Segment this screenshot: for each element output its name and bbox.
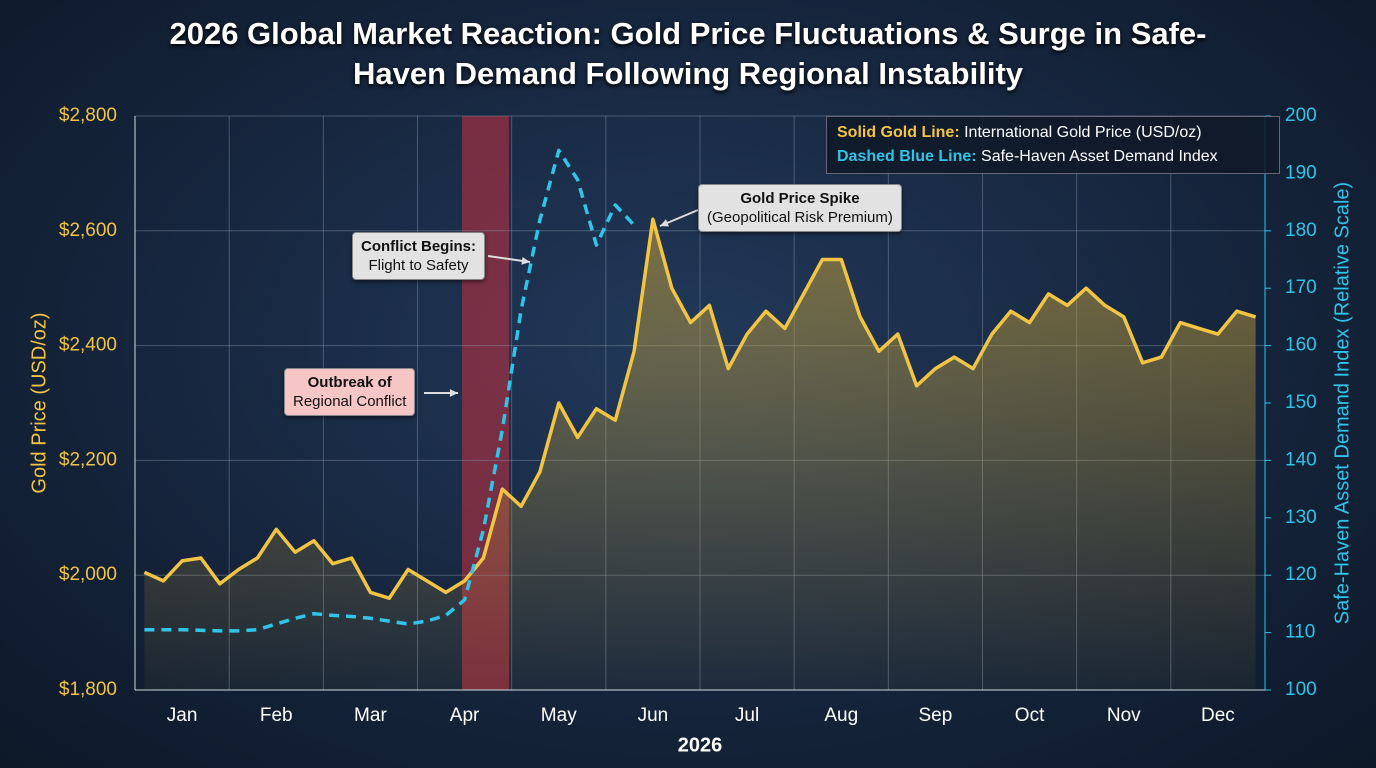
legend-entry: Dashed Blue Line: Safe-Haven Asset Deman…: [837, 145, 1269, 169]
x-tick-label: Jun: [638, 705, 669, 726]
y-tick-label: $2,800: [59, 105, 117, 126]
annotation-arrowhead: [449, 389, 458, 397]
annotation-line: Regional Conflict: [293, 393, 407, 410]
y2-tick-label: 130: [1285, 507, 1317, 528]
y2-tick-label: 200: [1285, 105, 1317, 126]
annotation-line: (Geopolitical Risk Premium): [707, 209, 893, 226]
annotation: Gold Price Spike (Geopolitical Risk Premi…: [698, 184, 902, 232]
y2-tick-label: 100: [1285, 679, 1317, 700]
gold-area: [144, 219, 1256, 691]
x-tick-label: Feb: [260, 705, 293, 726]
x-tick-label: Mar: [354, 705, 387, 726]
annotation: Outbreak of Regional Conflict: [284, 368, 416, 416]
y2-tick-label: 160: [1285, 335, 1317, 356]
annotation-line: Gold Price Spike: [740, 190, 860, 207]
legend: Solid Gold Line: International Gold Pric…: [826, 116, 1280, 174]
y2-axis-label: Safe-Haven Asset Demand Index (Relative …: [1331, 182, 1353, 624]
y2-tick-label: 120: [1285, 564, 1317, 585]
y-axis-label: Gold Price (USD/oz): [28, 312, 50, 493]
legend-key: Solid Gold Line:: [837, 124, 960, 141]
y-tick-label: $2,000: [59, 564, 117, 585]
y-tick-label: $2,200: [59, 449, 117, 470]
x-tick-label: Sep: [919, 705, 953, 726]
x-tick-label: Oct: [1015, 705, 1045, 726]
legend-entry: Solid Gold Line: International Gold Pric…: [837, 121, 1269, 145]
gold-line: [143, 217, 1257, 600]
annotation-line: Outbreak of: [307, 374, 392, 391]
annotation-arrowhead: [521, 256, 530, 265]
x-tick-label: Nov: [1107, 705, 1141, 726]
y2-tick-label: 150: [1285, 392, 1317, 413]
annotation-line: Flight to Safety: [368, 257, 469, 274]
annotation-arrowhead: [660, 219, 669, 227]
legend-label: International Gold Price (USD/oz): [964, 124, 1202, 141]
annotation: Conflict Begins: Flight to Safety: [352, 232, 485, 280]
x-tick-label: Apr: [450, 705, 480, 726]
y-tick-label: $2,600: [59, 220, 117, 241]
x-tick-label: Dec: [1201, 705, 1235, 726]
y2-tick-label: 180: [1285, 220, 1317, 241]
legend-label: Safe-Haven Asset Demand Index: [981, 148, 1218, 165]
y2-tick-label: 170: [1285, 277, 1317, 298]
y2-tick-label: 110: [1285, 622, 1315, 643]
x-tick-label: May: [541, 705, 577, 726]
y2-tick-label: 190: [1285, 162, 1317, 183]
y-tick-label: $2,400: [59, 335, 117, 356]
x-tick-label: Aug: [824, 705, 858, 726]
x-tick-label: Jul: [735, 705, 759, 726]
x-axis-label: 2026: [678, 734, 723, 756]
x-tick-label: Jan: [167, 705, 198, 726]
demand-line: [144, 148, 636, 633]
y-tick-label: $1,800: [59, 679, 117, 700]
chart-title: 2026 Global Market Reaction: Gold Price …: [169, 16, 1207, 91]
annotation-line: Conflict Begins:: [361, 238, 476, 255]
y2-tick-label: 140: [1285, 449, 1317, 470]
legend-key: Dashed Blue Line:: [837, 148, 977, 165]
